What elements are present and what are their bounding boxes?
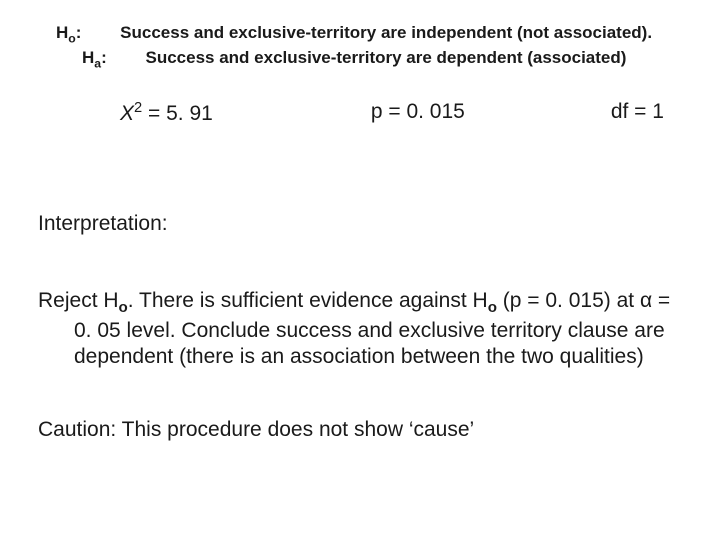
hypothesis-alt-row: Ha: Success and exclusive-territory are … — [38, 47, 682, 72]
interpretation-text: Reject Ho. There is sufficient evidence … — [38, 288, 682, 370]
caution-text: Caution: This procedure does not show ‘c… — [38, 418, 682, 442]
hypothesis-null-text: Success and exclusive-territory are inde… — [120, 23, 652, 42]
hypotheses-block: Ho: Success and exclusive-territory are … — [38, 22, 682, 72]
statistics-row: X2 = 5. 91 p = 0. 015 df = 1 — [38, 100, 682, 126]
p-value-stat: p = 0. 015 — [371, 100, 465, 126]
chi-square-stat: X2 = 5. 91 — [120, 100, 213, 126]
interpretation-heading: Interpretation: — [38, 212, 682, 236]
hypothesis-null-label: Ho: — [56, 22, 81, 47]
hypothesis-alt-label: Ha: — [82, 47, 107, 72]
slide: Ho: Success and exclusive-territory are … — [0, 0, 720, 540]
hypothesis-alt-text: Success and exclusive-territory are depe… — [146, 48, 627, 67]
interpretation-body: Reject Ho. There is sufficient evidence … — [38, 288, 682, 370]
hypothesis-null-row: Ho: Success and exclusive-territory are … — [38, 22, 682, 47]
df-stat: df = 1 — [611, 100, 664, 126]
